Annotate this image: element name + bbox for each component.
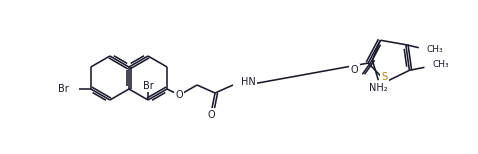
Text: Br: Br [58, 84, 69, 94]
Text: CH₃: CH₃ [433, 60, 449, 69]
Text: S: S [381, 72, 387, 82]
Text: O: O [207, 110, 215, 120]
Text: HN: HN [241, 77, 256, 87]
Text: CH₃: CH₃ [427, 45, 444, 54]
Text: Br: Br [142, 81, 153, 91]
Text: NH₂: NH₂ [369, 83, 388, 93]
Text: O: O [175, 90, 183, 100]
Text: O: O [351, 65, 358, 75]
